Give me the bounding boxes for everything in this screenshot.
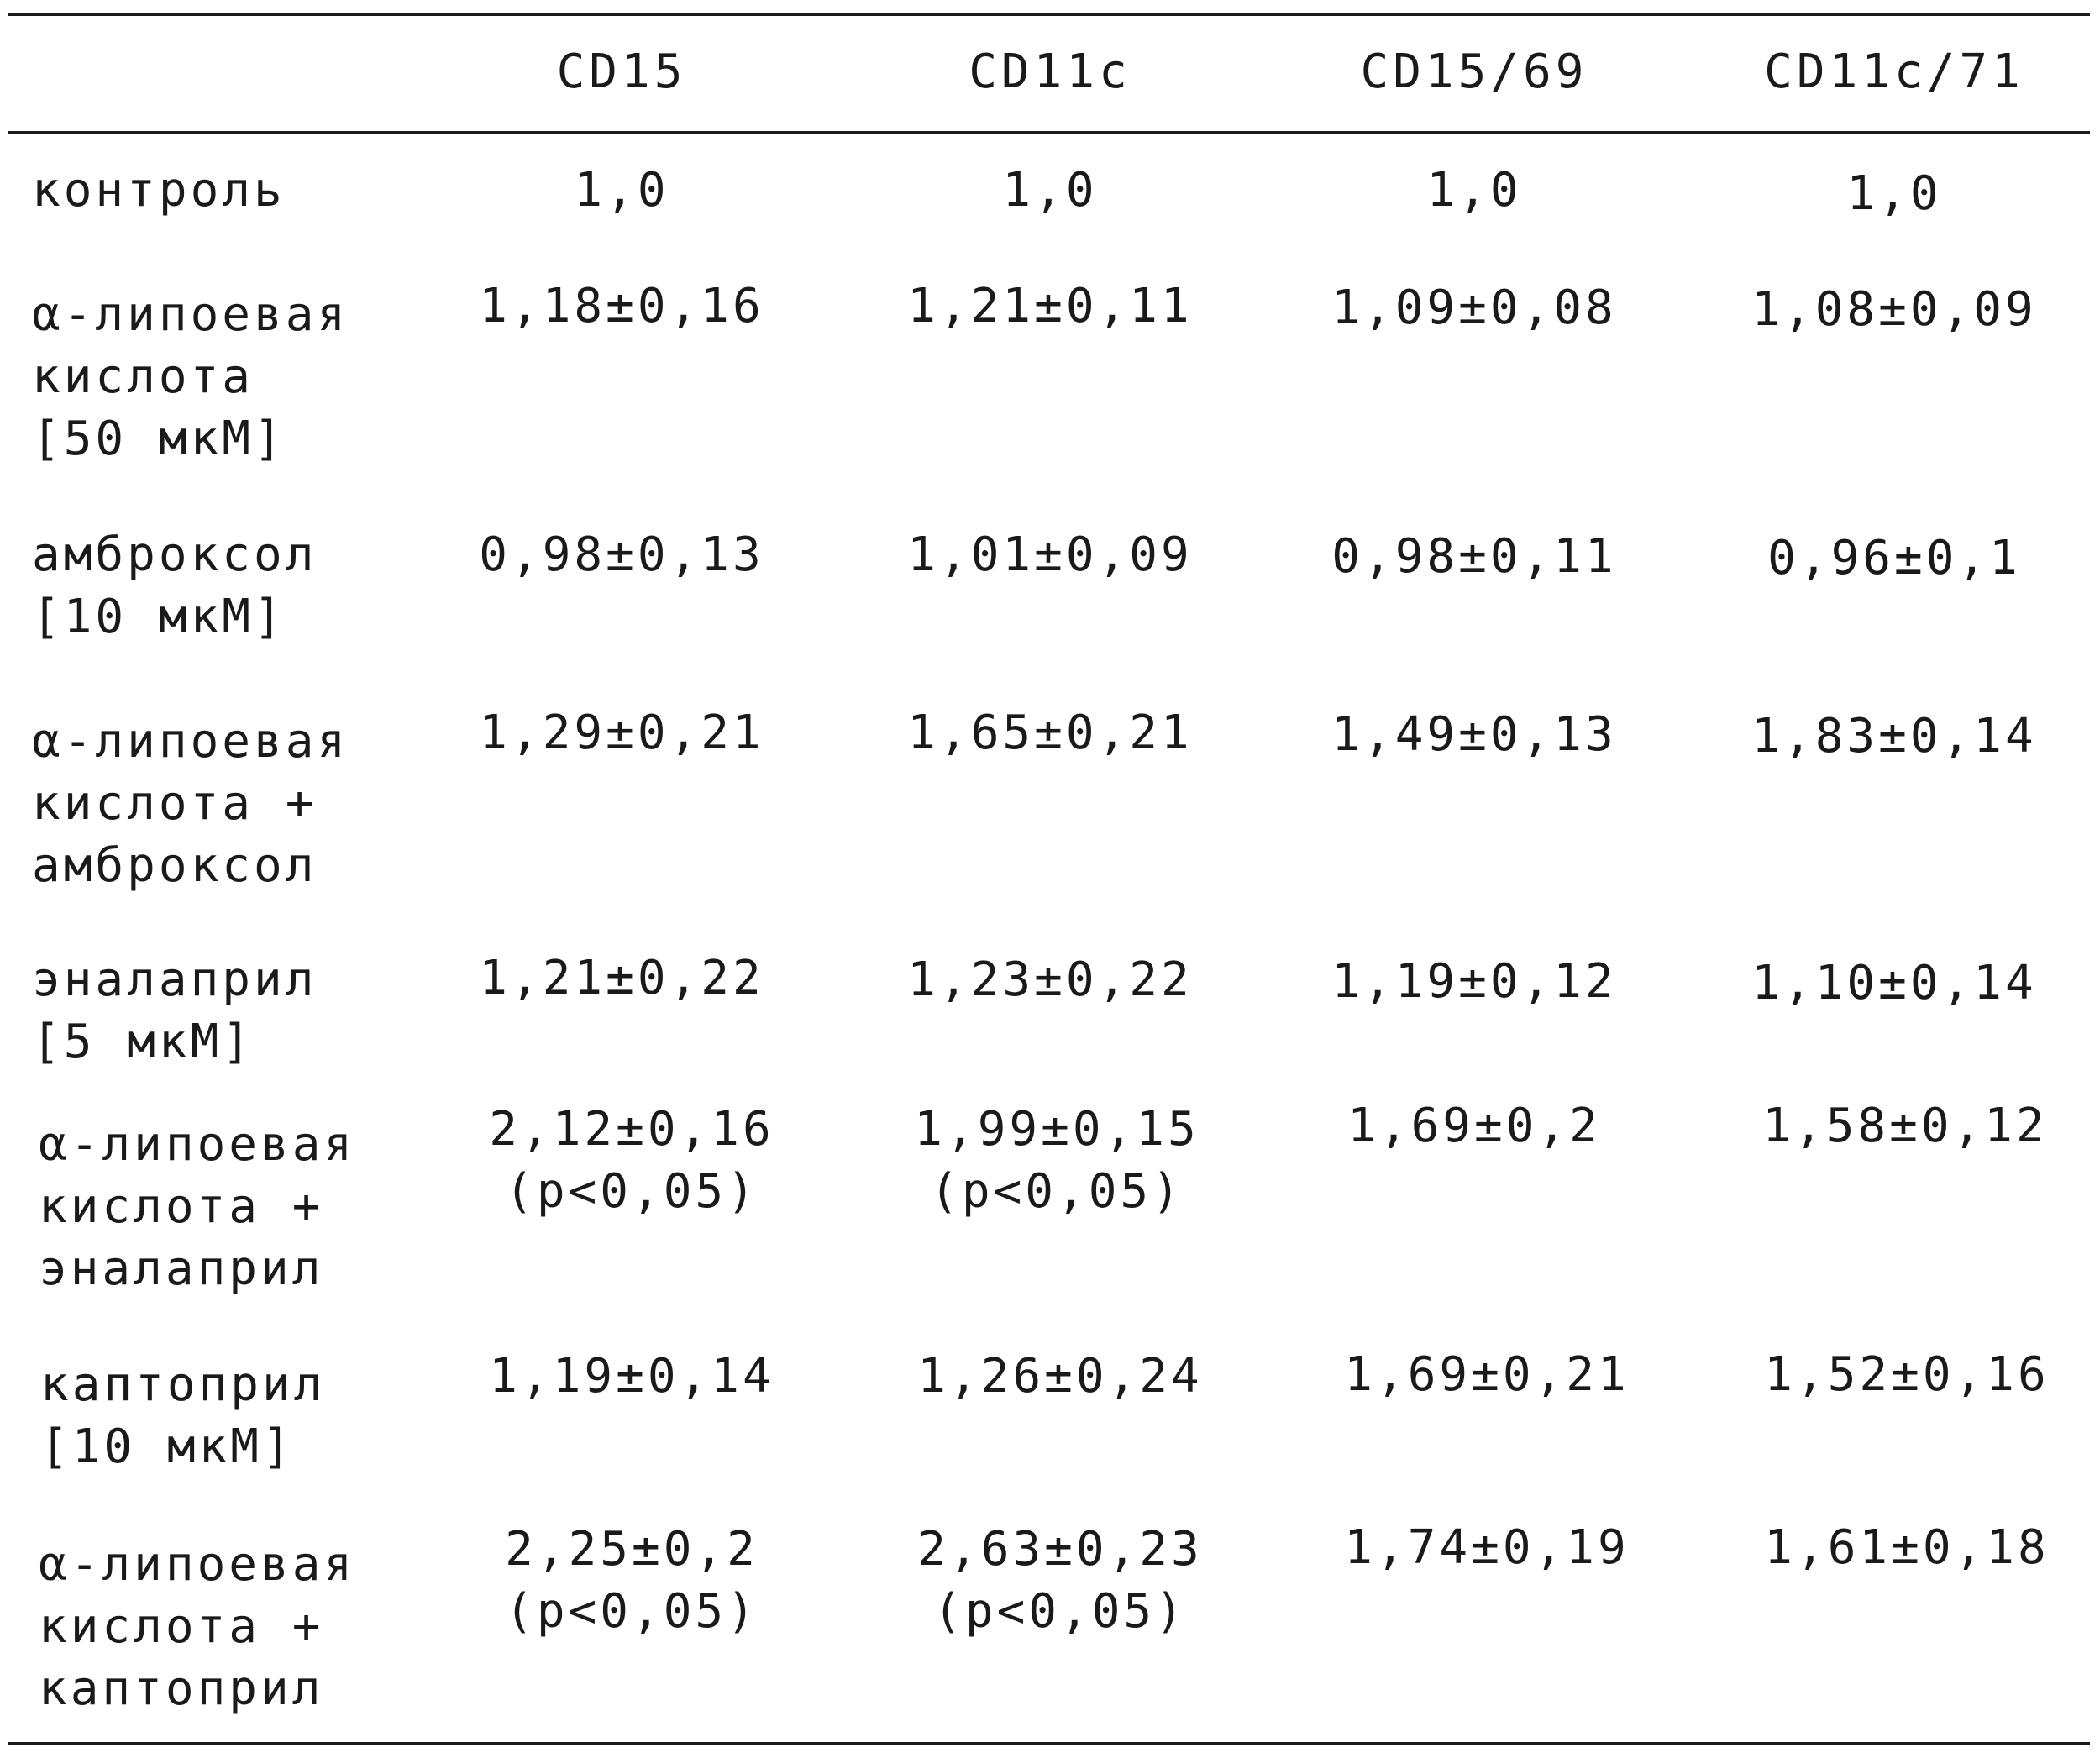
cell-lipoic-captopril-cd11c-71: 1,61±0,18 xyxy=(1705,1517,2100,1579)
cell-lipoic-captopril-cd15-69: 1,74±0,19 xyxy=(1285,1517,1688,1579)
row-label-lipoic-enalapril: α-липоевая кислота + эналаприл xyxy=(39,1114,475,1300)
table-header-rule xyxy=(8,131,2090,134)
column-header-cd11c-71: CD11c/71 xyxy=(1693,39,2096,106)
cell-control-cd11c-71: 1,0 xyxy=(1693,163,2096,225)
cell-lipoic-ambroxol-cd11c: 1,65±0,21 xyxy=(848,702,1252,764)
row-label-lipoic-captopril: α-липоевая кислота + каптоприл xyxy=(39,1534,475,1720)
cell-lipoic-cd11c-71: 1,08±0,09 xyxy=(1693,279,2096,341)
cell-ambroxol-cd15-69: 0,98±0,11 xyxy=(1273,526,1676,588)
cell-lipoic-ambroxol-cd15: 1,29±0,21 xyxy=(420,702,823,764)
cell-control-cd11c: 1,0 xyxy=(848,160,1252,222)
cell-lipoic-enalapril-cd15: 2,12±0,16 (p<0,05) xyxy=(430,1099,833,1223)
cell-control-cd15-69: 1,0 xyxy=(1273,160,1676,222)
row-label-ambroxol: амброксол [10 мкМ] xyxy=(32,524,469,648)
cell-lipoic-ambroxol-cd11c-71: 1,83±0,14 xyxy=(1693,706,2096,768)
cell-lipoic-enalapril-cd11c-71: 1,58±0,12 xyxy=(1704,1095,2100,1157)
cell-captopril-cd11c: 1,26±0,24 xyxy=(858,1346,1262,1408)
row-label-lipoic-acid: α-липоевая кислота [50 мкМ] xyxy=(32,284,469,470)
row-label-control: контроль xyxy=(32,160,469,222)
cell-lipoic-cd15-69: 1,09±0,08 xyxy=(1273,277,1676,339)
cell-lipoic-enalapril-cd15-69: 1,69±0,2 xyxy=(1273,1095,1676,1157)
cell-lipoic-cd15: 1,18±0,16 xyxy=(420,276,823,338)
cell-lipoic-enalapril-cd11c: 1,99±0,15 (p<0,05) xyxy=(855,1099,1258,1223)
table-top-rule xyxy=(8,13,2090,16)
cell-lipoic-captopril-cd15: 2,25±0,2 (p<0,05) xyxy=(430,1519,833,1643)
cell-ambroxol-cd11c-71: 0,96±0,1 xyxy=(1693,527,2096,590)
cell-enalapril-cd15-69: 1,19±0,12 xyxy=(1273,951,1676,1013)
column-header-cd15: CD15 xyxy=(420,39,823,106)
cell-ambroxol-cd15: 0,98±0,13 xyxy=(420,524,823,586)
row-label-enalapril: эналаприл [5 мкМ] xyxy=(32,949,469,1073)
row-label-captopril: каптоприл [10 мкМ] xyxy=(40,1354,477,1478)
cell-enalapril-cd11c-71: 1,10±0,14 xyxy=(1693,952,2096,1015)
table-bottom-rule xyxy=(8,1742,2090,1745)
cell-lipoic-cd11c: 1,21±0,11 xyxy=(848,276,1252,338)
row-label-lipoic-ambroxol: α-липоевая кислота + амброксол xyxy=(32,711,469,897)
column-header-cd15-69: CD15/69 xyxy=(1273,39,1676,106)
cell-captopril-cd15-69: 1,69±0,21 xyxy=(1285,1344,1688,1406)
cell-control-cd15: 1,0 xyxy=(420,160,823,222)
cell-lipoic-captopril-cd11c: 2,63±0,23 (p<0,05) xyxy=(858,1519,1262,1643)
column-header-cd11c: CD11c xyxy=(848,39,1252,106)
cell-captopril-cd11c-71: 1,52±0,16 xyxy=(1705,1344,2100,1406)
cell-enalapril-cd15: 1,21±0,22 xyxy=(420,947,823,1010)
cell-lipoic-ambroxol-cd15-69: 1,49±0,13 xyxy=(1273,704,1676,766)
cell-enalapril-cd11c: 1,23±0,22 xyxy=(848,949,1252,1011)
cell-ambroxol-cd11c: 1,01±0,09 xyxy=(848,524,1252,586)
cell-captopril-cd15: 1,19±0,14 xyxy=(430,1346,833,1408)
